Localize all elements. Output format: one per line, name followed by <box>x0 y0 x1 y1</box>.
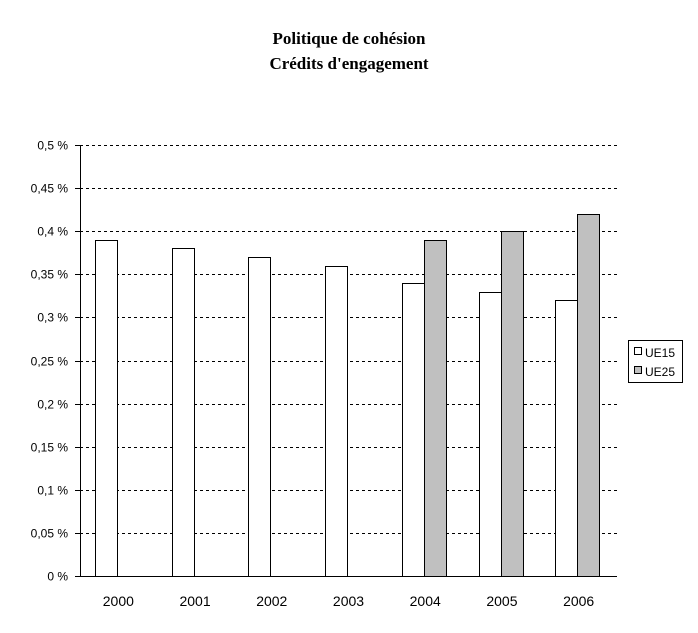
bar-ue15-2001 <box>172 248 195 577</box>
legend: UE15 UE25 <box>628 340 683 383</box>
y-tick-label: 0,25 % <box>31 355 69 369</box>
x-tick-label: 2003 <box>333 593 364 609</box>
gridlines <box>80 145 617 534</box>
x-tick-label: 2006 <box>563 593 594 609</box>
y-tick-label: 0,3 % <box>37 311 68 325</box>
axes <box>75 145 617 577</box>
y-tick-label: 0,1 % <box>37 484 68 498</box>
y-tick-label: 0,45 % <box>31 182 69 196</box>
x-tick-label: 2000 <box>103 593 134 609</box>
axis-labels: 0 % 0,05 % 0,1 % 0,15 % 0,2 % 0,25 % 0,3 % 0,35… <box>31 139 595 610</box>
y-tick-label: 0,5 % <box>37 139 68 153</box>
y-tick-label: 0 % <box>47 570 68 584</box>
chart-title-block: Politique de cohésion Crédits d'engageme… <box>0 26 698 76</box>
bar-ue15-2000 <box>95 240 118 577</box>
y-tick-label: 0,15 % <box>31 441 69 455</box>
legend-label-ue15: UE15 <box>645 346 675 360</box>
bars <box>95 214 600 577</box>
bar-ue15-2005 <box>479 292 502 577</box>
bar-ue15-2003 <box>325 266 348 577</box>
legend-label-ue25: UE25 <box>645 365 675 379</box>
y-tick-label: 0,4 % <box>37 225 68 239</box>
chart-title: Politique de cohésion <box>272 29 426 48</box>
x-tick-label: 2001 <box>179 593 210 609</box>
x-tick-label: 2005 <box>486 593 517 609</box>
legend-swatch-ue15 <box>634 347 642 355</box>
bar-ue25-2006 <box>577 214 600 577</box>
bar-ue15-2002 <box>248 257 271 577</box>
chart-subtitle: Crédits d'engagement <box>269 54 429 73</box>
x-tick-label: 2004 <box>410 593 441 609</box>
bar-ue15-2004 <box>402 283 425 577</box>
x-tick-label: 2002 <box>256 593 287 609</box>
y-tick-label: 0,05 % <box>31 527 69 541</box>
legend-swatch-ue25 <box>634 366 642 374</box>
y-tick-label: 0,2 % <box>37 398 68 412</box>
bar-ue15-2006 <box>555 300 578 577</box>
y-tick-label: 0,35 % <box>31 268 69 282</box>
bar-ue25-2004 <box>424 240 447 577</box>
bar-ue25-2005 <box>501 231 524 577</box>
